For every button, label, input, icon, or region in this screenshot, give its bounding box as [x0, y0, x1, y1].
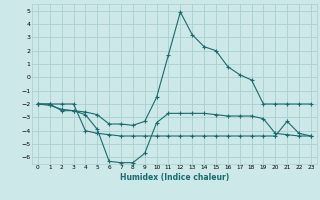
X-axis label: Humidex (Indice chaleur): Humidex (Indice chaleur)	[120, 173, 229, 182]
